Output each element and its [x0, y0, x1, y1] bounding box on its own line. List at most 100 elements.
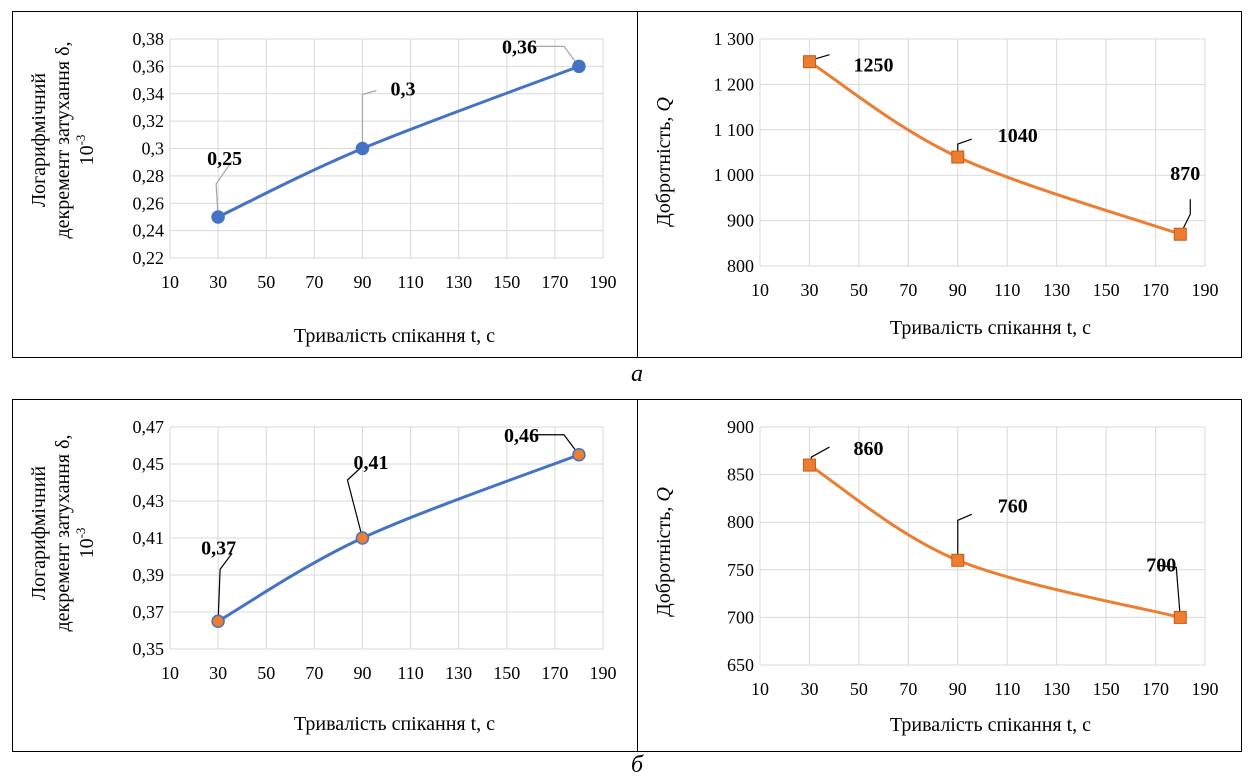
y-tick-label: 900 [727, 417, 754, 437]
y-axis-title: Добротність, Q [653, 97, 675, 227]
x-tick-label: 30 [800, 280, 818, 300]
data-label: 1250 [853, 55, 893, 77]
y-tick-label: 0,39 [133, 565, 165, 585]
y-tick-label: 0,45 [133, 454, 165, 474]
data-label-leader [1158, 564, 1181, 618]
x-tick-label: 110 [994, 280, 1020, 300]
data-point-marker [572, 59, 586, 74]
series-line [808, 60, 1181, 236]
data-label: 1040 [998, 125, 1038, 147]
chart-panel-a-decrement: 0,22 0,24 0,26 0,28 0,3 0,32 0,34 0,36 0,38 10 30 5… [12, 11, 638, 358]
x-tick-label: 30 [209, 272, 227, 292]
data-point-marker [211, 614, 225, 628]
y-tick-label: 0,22 [133, 248, 165, 268]
y-tick-label: 850 [727, 465, 754, 485]
x-tick-label: 190 [1192, 280, 1219, 300]
data-label-leader [1179, 199, 1191, 235]
x-tick-label: 70 [899, 679, 917, 699]
x-tick-label: 50 [257, 663, 275, 683]
y-tick-label: 0,37 [133, 602, 165, 622]
y-tick-label: 0,38 [133, 29, 165, 49]
y-tick-label: 1 300 [714, 29, 755, 49]
x-tick-label: 130 [1043, 280, 1070, 300]
x-tick-label: 190 [1192, 679, 1219, 699]
data-label: 870 [1170, 163, 1200, 185]
x-tick-label: 30 [209, 663, 227, 683]
y-axis-title-line2: декремент затухання δ, [52, 41, 74, 238]
chart-a-decrement: 0,22 0,24 0,26 0,28 0,3 0,32 0,34 0,36 0,38 10 30 5… [28, 29, 617, 347]
data-point-marker [211, 210, 225, 224]
y-axis-title-unit-exponent: -3 [73, 528, 88, 539]
y-tick-label: 1 200 [714, 74, 755, 94]
y-axis-title-unit: 10-3 [73, 135, 98, 166]
data-label: 0,46 [504, 425, 539, 447]
data-point-marker [802, 55, 816, 69]
x-tick-label: 50 [850, 679, 868, 699]
y-tick-label: 0,47 [133, 417, 165, 437]
y-tick-label: 0,3 [142, 139, 165, 159]
x-tick-label: 150 [1093, 679, 1120, 699]
x-tick-label: 170 [541, 663, 568, 683]
y-axis-title-symbol: Q [653, 487, 675, 502]
y-axis-title-unit-exponent: -3 [73, 135, 88, 146]
y-tick-label: 0,41 [133, 528, 165, 548]
data-label-leader [361, 89, 377, 149]
figure-caption-a: а [631, 361, 643, 387]
y-tick-label: 0,24 [133, 221, 165, 241]
data-label: 0,41 [353, 452, 388, 474]
x-tick-label: 10 [751, 280, 769, 300]
y-tick-label: 0,35 [133, 639, 165, 659]
x-tick-label: 70 [899, 280, 917, 300]
x-tick-label: 50 [257, 272, 275, 292]
x-tick-label: 170 [1142, 679, 1169, 699]
x-tick-label: 190 [590, 272, 617, 292]
y-tick-label: 1 100 [714, 120, 755, 140]
y-tick-label: 0,28 [133, 166, 165, 186]
data-point-marker [951, 553, 965, 567]
x-tick-label: 90 [949, 280, 967, 300]
x-tick-label: 30 [800, 679, 818, 699]
x-tick-label: 130 [1043, 679, 1070, 699]
x-tick-label: 10 [161, 663, 179, 683]
x-tick-label: 150 [493, 663, 520, 683]
data-label: 0,37 [201, 537, 236, 559]
x-tick-label: 110 [397, 272, 423, 292]
x-tick-label: 110 [397, 663, 423, 683]
y-tick-label: 800 [727, 256, 754, 276]
chart-b-decrement: 0,35 0,37 0,39 0,41 0,43 0,45 0,47 10 30 50 70 90 11… [28, 417, 617, 735]
x-axis-title: Тривалість спікання t, с [890, 317, 1091, 339]
data-label-leader [346, 467, 364, 539]
y-tick-label: 900 [727, 211, 754, 231]
x-tick-label: 50 [850, 280, 868, 300]
data-point-marker [355, 531, 370, 545]
data-point-marker [802, 458, 816, 472]
x-tick-label: 170 [1142, 280, 1169, 300]
data-point-marker [1173, 610, 1187, 624]
y-tick-label: 0,43 [133, 491, 165, 511]
x-tick-label: 150 [493, 272, 520, 292]
y-axis-title-unit: 10-3 [73, 528, 98, 559]
y-tick-label: 700 [727, 607, 754, 627]
figure-caption-b: б [631, 752, 644, 778]
x-tick-label: 130 [445, 663, 472, 683]
y-axis-title-line1: Логарифмічний [28, 73, 50, 207]
chart-panel-b-quality: 650 700 750 800 850 900 10 30 50 70 90 110 130 150 170… [638, 399, 1242, 752]
data-label-leader [533, 434, 580, 456]
x-tick-label: 130 [445, 272, 472, 292]
series-line [808, 463, 1181, 619]
data-label: 0,3 [390, 79, 415, 101]
data-label-leader [535, 45, 580, 67]
data-label: 760 [998, 495, 1028, 517]
y-tick-label: 650 [727, 655, 754, 675]
y-tick-label: 750 [727, 560, 754, 580]
x-tick-label: 70 [305, 663, 323, 683]
x-tick-label: 190 [590, 663, 617, 683]
data-point-marker [572, 448, 586, 462]
data-label: 0,36 [502, 36, 537, 58]
chart-a-quality: 800 900 1 000 1 100 1 200 1 300 10 30 50 70 90 110 1… [653, 29, 1219, 339]
data-point-marker [951, 150, 965, 164]
data-point-marker [355, 141, 370, 156]
x-axis-title: Тривалість спікання t, с [890, 714, 1091, 736]
x-tick-label: 70 [305, 272, 323, 292]
y-tick-label: 1 000 [714, 165, 755, 185]
